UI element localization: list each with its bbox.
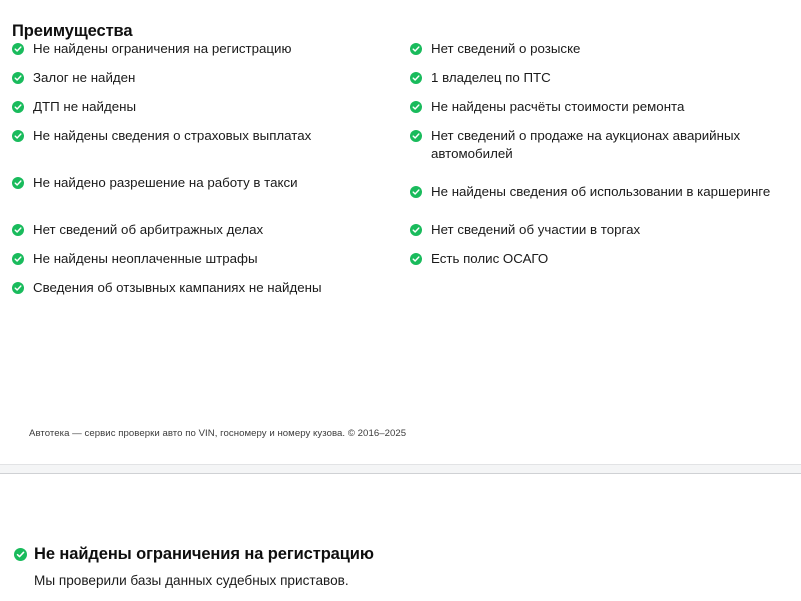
advantage-item-label: Нет сведений об участии в торгах [431, 222, 641, 237]
detail-section: Не найдены ограничения на регистрацию Мы… [0, 543, 801, 590]
advantage-item: Нет сведений о розыске [410, 40, 795, 58]
check-circle-icon [410, 186, 422, 198]
advantage-item-label: 1 владелец по ПТС [431, 70, 551, 85]
advantage-item: Не найдено разрешение на работу в такси [12, 174, 394, 192]
check-circle-icon [410, 43, 422, 55]
check-circle-icon [14, 548, 27, 561]
advantage-item: Залог не найден [12, 69, 394, 87]
check-circle-icon [12, 282, 24, 294]
advantage-item-label: Нет сведений о розыске [431, 41, 581, 56]
advantage-item: 1 владелец по ПТС [410, 69, 795, 87]
page-title: Преимущества [12, 21, 133, 40]
advantage-item: ДТП не найдены [12, 98, 394, 116]
section-divider [0, 464, 801, 474]
detail-heading-label: Не найдены ограничения на регистрацию [34, 545, 374, 563]
advantage-item-label: Не найдены сведения об использовании в к… [431, 184, 771, 199]
advantage-item-label: Не найдены сведения о страховых выплатах [33, 128, 312, 143]
advantage-item: Нет сведений о продаже на аукционах авар… [410, 127, 795, 163]
advantage-item: Нет сведений об участии в торгах [410, 221, 795, 239]
check-circle-icon [12, 130, 24, 142]
advantage-item-label: Залог не найден [33, 70, 136, 85]
check-circle-icon [410, 101, 422, 113]
advantage-item: Не найдены расчёты стоимости ремонта [410, 98, 795, 116]
check-circle-icon [12, 43, 24, 55]
check-circle-icon [12, 177, 24, 189]
advantage-item-label: Не найдены ограничения на регистрацию [33, 41, 292, 56]
check-circle-icon [12, 72, 24, 84]
advantage-item: Сведения об отзывных кампаниях не найден… [12, 279, 394, 297]
check-circle-icon [410, 253, 422, 265]
advantage-item-label: Не найдены неоплаченные штрафы [33, 251, 258, 266]
check-circle-icon [12, 101, 24, 113]
check-circle-icon [410, 224, 422, 236]
advantage-item: Не найдены сведения об использовании в к… [410, 183, 795, 201]
advantage-item: Нет сведений об арбитражных делах [12, 221, 394, 239]
advantages-left-column: Не найдены ограничения на регистрацию Зал… [12, 40, 394, 308]
advantage-item-label: Сведения об отзывных кампаниях не найден… [33, 280, 322, 295]
advantage-item: Есть полис ОСАГО [410, 250, 795, 268]
advantage-item-label: Нет сведений о продаже на аукционах авар… [431, 128, 741, 161]
check-circle-icon [410, 72, 422, 84]
advantage-item: Не найдены неоплаченные штрафы [12, 250, 394, 268]
check-circle-icon [410, 130, 422, 142]
check-circle-icon [12, 224, 24, 236]
advantage-item-label: Нет сведений об арбитражных делах [33, 222, 264, 237]
advantage-item-label: Не найдено разрешение на работу в такси [33, 175, 298, 190]
advantages-right-column: Нет сведений о розыске 1 владелец по ПТС Н… [410, 40, 795, 279]
detail-subtitle: Мы проверили базы данных судебных приста… [34, 573, 349, 588]
advantage-item-label: ДТП не найдены [33, 99, 137, 114]
advantage-item-label: Не найдены расчёты стоимости ремонта [431, 99, 685, 114]
detail-heading: Не найдены ограничения на регистрацию [0, 543, 801, 565]
check-circle-icon [12, 253, 24, 265]
advantage-item-label: Есть полис ОСАГО [431, 251, 549, 266]
advantage-item: Не найдены сведения о страховых выплатах [12, 127, 394, 145]
legal-footer-text: Автотека — сервис проверки авто по VIN, … [29, 428, 407, 439]
advantage-item: Не найдены ограничения на регистрацию [12, 40, 394, 58]
